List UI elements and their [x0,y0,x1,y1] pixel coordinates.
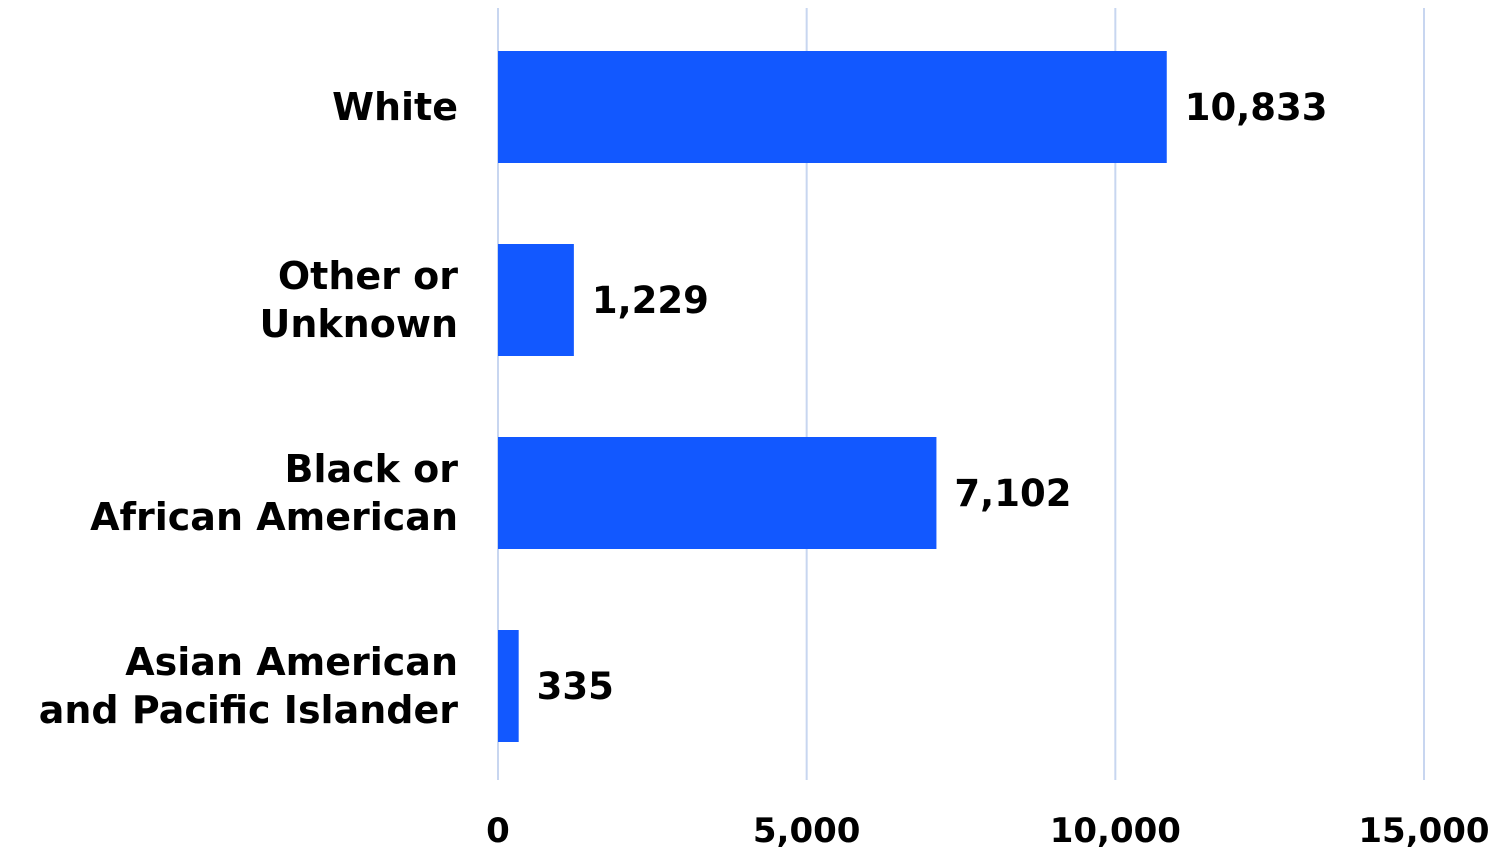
x-axis-ticks: 0 5,000 10,000 15,000 [486,811,1489,851]
x-tick-label: 0 [486,811,510,848]
category-label: White [332,85,458,129]
value-label: 1,229 [592,279,709,322]
value-label: 10,833 [1185,86,1328,129]
x-tick-label: 15,000 [1358,811,1489,848]
bars [498,51,1167,742]
x-tick-label: 5,000 [753,811,861,848]
category-label: Other or Unknown [260,254,459,346]
bar [498,630,519,742]
category-label-line: African American [90,495,458,539]
category-labels: White Other or Unknown Black or African Amer… [39,85,459,732]
category-label: Black or African American [90,447,458,539]
value-label: 7,102 [954,472,1071,515]
category-label-line: Other or [278,254,458,298]
value-labels: 10,833 1,229 7,102 335 [537,86,1328,708]
category-label-line: and Pacific Islander [39,688,459,732]
bar [498,51,1167,163]
category-label: Asian American and Pacific Islander [39,640,459,732]
category-label-line: Unknown [260,302,459,346]
category-label-line: Asian American [125,640,458,684]
category-label-line: Black or [284,447,458,491]
bar [498,244,574,356]
x-tick-label: 10,000 [1050,811,1181,848]
value-label: 335 [537,665,614,708]
category-label-line: White [332,85,458,129]
bar [498,437,937,549]
